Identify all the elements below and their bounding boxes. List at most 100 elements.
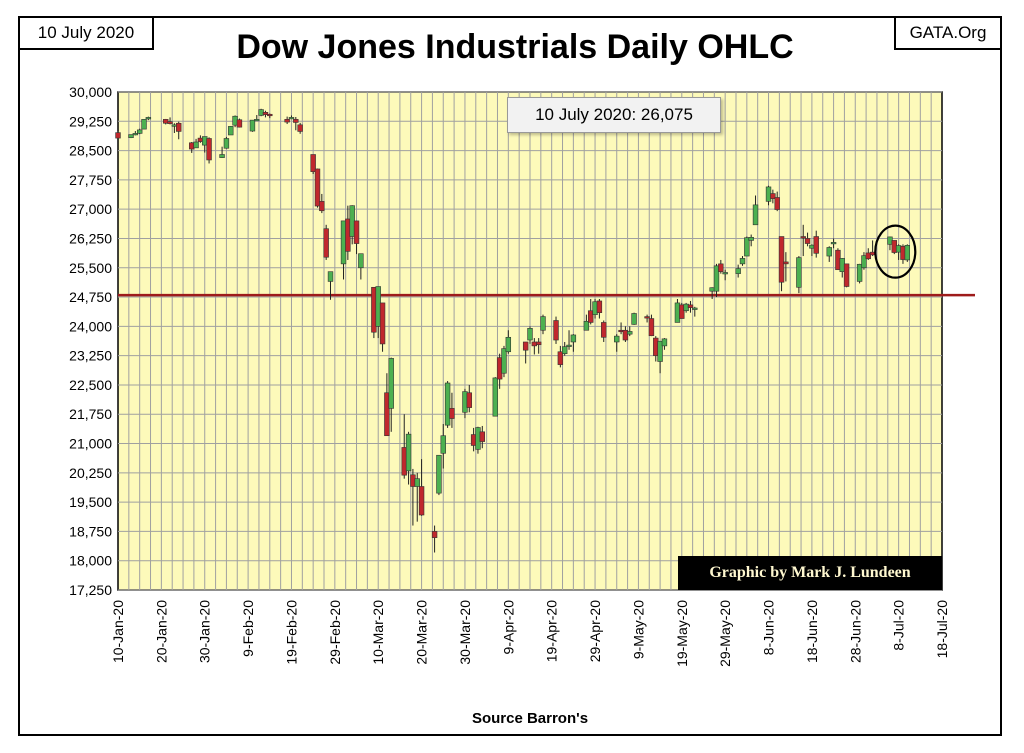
highlight-circle xyxy=(874,224,917,279)
candle xyxy=(323,224,329,260)
candle-body-down xyxy=(800,236,806,239)
candle xyxy=(800,224,806,257)
candle xyxy=(418,459,425,516)
candle-body-down xyxy=(163,119,169,124)
candle-body-down xyxy=(284,119,290,123)
candle xyxy=(405,431,412,485)
candle-body-up xyxy=(561,346,568,354)
candle xyxy=(752,195,759,226)
candle-body-down xyxy=(176,122,182,132)
candle-body-up xyxy=(614,335,620,343)
candle-body-down xyxy=(644,316,650,319)
candle-body-up xyxy=(288,117,295,120)
candle-body-down xyxy=(310,154,316,172)
y-tick-label: 28,500 xyxy=(69,143,112,159)
candle xyxy=(566,330,572,350)
candle xyxy=(856,263,863,284)
candle-body-up xyxy=(145,117,152,120)
grid-lines xyxy=(118,91,942,591)
candle xyxy=(687,300,694,313)
candle-body-up xyxy=(405,433,412,472)
candle xyxy=(136,128,143,135)
candle xyxy=(444,381,451,428)
candle xyxy=(601,320,607,342)
candle-body-down xyxy=(557,351,564,365)
candle-body-down xyxy=(479,431,485,442)
candle-body-up xyxy=(492,377,499,417)
x-tick-label: 20-Mar-20 xyxy=(414,600,430,665)
candle-body-down xyxy=(535,341,542,346)
candle-body-down xyxy=(813,236,819,254)
candle xyxy=(163,118,169,125)
candle xyxy=(440,424,446,469)
candle xyxy=(570,334,577,352)
candle-body-down xyxy=(770,193,776,199)
candle xyxy=(796,256,802,294)
candle xyxy=(431,525,438,553)
candle xyxy=(293,116,299,131)
x-tick-label: 8-Jun-20 xyxy=(761,600,777,655)
y-tick-label: 27,750 xyxy=(69,172,112,188)
candle-body-up xyxy=(826,247,832,257)
candle xyxy=(505,330,512,354)
candle-body-up xyxy=(128,134,134,138)
candle xyxy=(522,341,529,364)
candle xyxy=(145,116,152,121)
candle-body-down xyxy=(323,228,329,258)
candle-body-up xyxy=(722,272,728,275)
x-tick-label: 18-Jun-20 xyxy=(804,600,820,663)
candle xyxy=(115,131,121,139)
candle xyxy=(861,252,867,270)
chart-title: Dow Jones Industrials Daily OHLC xyxy=(236,28,794,66)
candle-body-up xyxy=(744,237,750,257)
y-tick-label: 21,000 xyxy=(69,436,112,452)
date-label: 10 July 2020 xyxy=(18,16,154,50)
candle-body-up xyxy=(752,204,759,226)
candle-body-down xyxy=(466,392,472,408)
candle-body-up xyxy=(444,382,451,426)
credit-box: Graphic by Mark J. Lundeen xyxy=(678,556,942,590)
candle xyxy=(167,117,173,125)
y-tick-label: 19,500 xyxy=(69,494,112,510)
candle-body-down xyxy=(353,220,360,244)
candle-body-down xyxy=(115,132,121,139)
candle xyxy=(492,377,499,417)
candle xyxy=(206,137,212,164)
candle xyxy=(414,472,420,522)
candle xyxy=(596,299,603,319)
candle-body-down xyxy=(206,138,212,161)
candle-body-up xyxy=(713,265,720,292)
candle xyxy=(310,154,316,175)
x-tick-label: 29-Apr-20 xyxy=(587,600,603,662)
y-tick-label: 24,750 xyxy=(69,289,112,305)
candle-body-up xyxy=(141,119,147,130)
candle-body-up xyxy=(254,119,260,122)
candle xyxy=(679,302,685,319)
candle-body-down xyxy=(774,197,780,210)
candle xyxy=(436,454,442,496)
candle xyxy=(228,125,234,136)
x-tick-label: 18-Jul-20 xyxy=(934,600,950,659)
candle-body-down xyxy=(865,252,871,260)
candle xyxy=(770,189,776,204)
candle xyxy=(379,302,386,352)
candle-body-up xyxy=(856,263,863,282)
candle-body-up xyxy=(830,242,837,245)
candle-body-up xyxy=(414,478,420,487)
candle xyxy=(713,263,720,298)
y-tick-label: 26,250 xyxy=(69,230,112,246)
y-tick-label: 22,500 xyxy=(69,377,112,393)
y-tick-label: 25,500 xyxy=(69,260,112,276)
candle-body-down xyxy=(262,112,269,115)
candle xyxy=(353,220,360,255)
candle xyxy=(267,113,273,119)
candle xyxy=(553,316,559,344)
candle-body-down xyxy=(319,201,325,212)
candle xyxy=(535,338,542,354)
candle xyxy=(561,341,568,356)
y-tick-label: 18,000 xyxy=(69,553,112,569)
y-tick-label: 21,750 xyxy=(69,406,112,422)
candle-body-up xyxy=(631,313,637,325)
candle xyxy=(358,253,364,280)
